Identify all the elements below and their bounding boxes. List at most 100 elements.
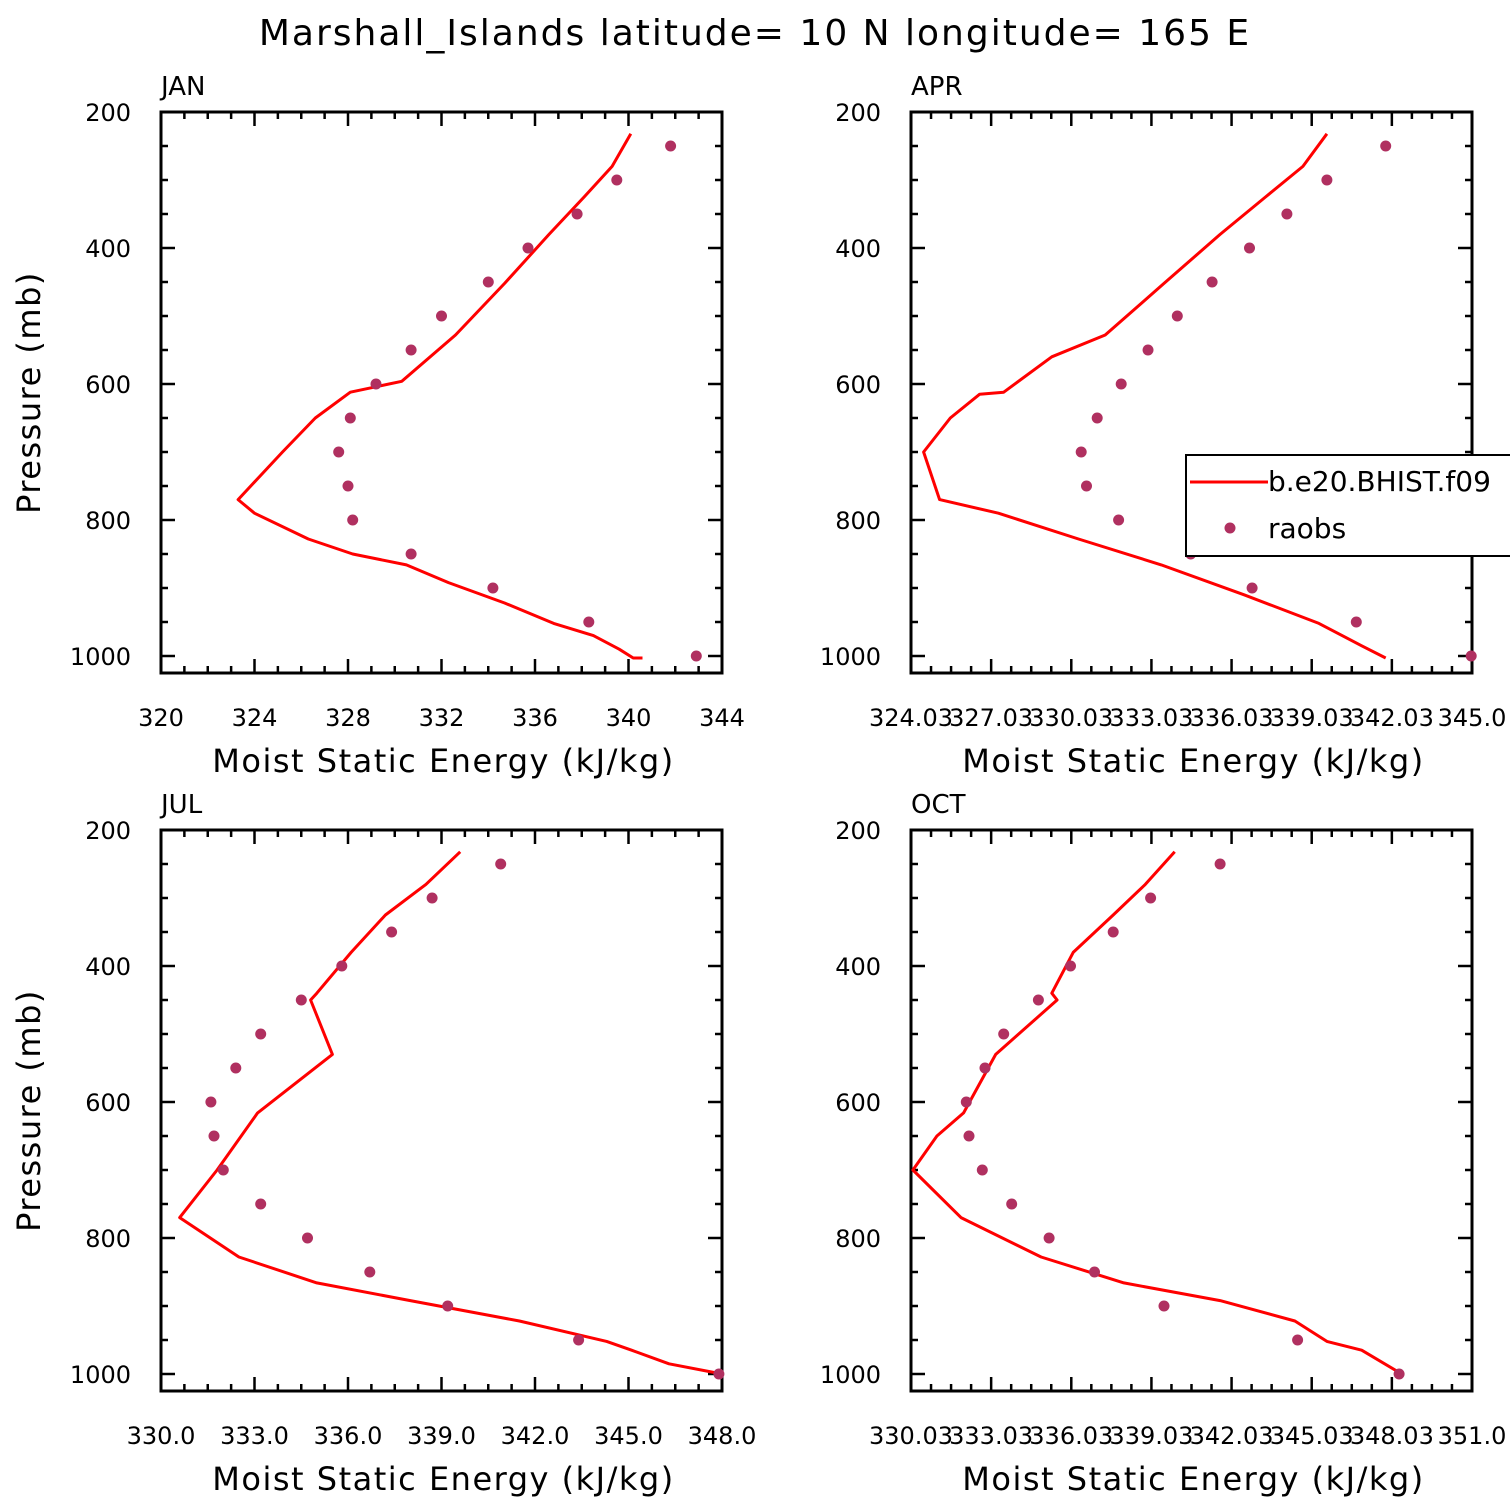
model-profile-line xyxy=(236,133,643,660)
raobs-point xyxy=(482,276,494,288)
y-tick-label: 1000 xyxy=(820,1361,881,1389)
raobs-point xyxy=(976,1164,988,1176)
model-profile-line xyxy=(922,132,1387,660)
x-tick-label: 339.03 xyxy=(1109,1422,1193,1450)
raobs-point xyxy=(960,1096,972,1108)
y-tick-label: 200 xyxy=(835,99,881,127)
raobs-point xyxy=(342,480,354,492)
y-tick-label: 600 xyxy=(835,371,881,399)
raobs-point xyxy=(1075,446,1087,458)
x-tick-label: 345.0 xyxy=(1438,704,1507,732)
raobs-point xyxy=(1281,208,1293,220)
x-tick-label: 333.03 xyxy=(949,1422,1033,1450)
x-tick-label: 330.0 xyxy=(127,1422,196,1450)
raobs-point xyxy=(1393,1368,1405,1380)
raobs-point xyxy=(1091,412,1103,424)
raobs-point xyxy=(386,926,398,938)
x-tick-label: 342.03 xyxy=(1350,704,1434,732)
x-tick-label: 336.0 xyxy=(314,1422,383,1450)
panel-apr: APR324.03327.03330.03333.03336.03339.033… xyxy=(820,72,1506,780)
legend-obs-swatch xyxy=(1224,522,1236,534)
y-tick-label: 1000 xyxy=(70,1361,131,1389)
legend-model-label: b.e20.BHIST.f09 xyxy=(1268,465,1491,498)
x-axis-title: Moist Static Energy (kJ/kg) xyxy=(962,742,1424,780)
x-tick-label: 336 xyxy=(512,704,558,732)
raobs-point xyxy=(1206,276,1218,288)
raobs-point xyxy=(1292,1334,1304,1346)
raobs-point xyxy=(347,514,359,526)
y-tick-label: 400 xyxy=(85,235,131,263)
panel-jul: JUL 330.0 333.0 336.0 339.0 342.0 345.0 348.0 20… xyxy=(10,790,756,1498)
raobs-point xyxy=(1006,1198,1018,1210)
raobs-point xyxy=(1043,1232,1055,1244)
plot-frame xyxy=(159,110,724,675)
raobs-point xyxy=(1115,378,1127,390)
y-tick-label: 200 xyxy=(835,817,881,845)
x-tick-label: 348.0 xyxy=(688,1422,757,1450)
y-tick-label: 800 xyxy=(835,1225,881,1253)
raobs-point xyxy=(690,650,702,662)
raobs-point xyxy=(571,208,583,220)
raobs-point xyxy=(583,616,595,628)
raobs-point xyxy=(426,892,438,904)
raobs-point xyxy=(1171,310,1183,322)
y-tick-label: 600 xyxy=(835,1089,881,1117)
x-tick-label: 320 xyxy=(138,704,184,732)
raobs-point xyxy=(713,1368,725,1380)
y-tick-label: 800 xyxy=(835,507,881,535)
x-tick-label: 333.0 xyxy=(220,1422,289,1450)
raobs-point xyxy=(295,994,307,1006)
y-tick-label: 600 xyxy=(85,371,131,399)
raobs-point xyxy=(1107,926,1119,938)
raobs-point xyxy=(1032,994,1044,1006)
raobs-point xyxy=(344,412,356,424)
raobs-point xyxy=(442,1300,454,1312)
y-tick-label: 200 xyxy=(85,99,131,127)
raobs-point xyxy=(370,378,382,390)
x-tick-label: 330.03 xyxy=(869,1422,953,1450)
raobs-point xyxy=(495,858,507,870)
y-tick-label: 1000 xyxy=(820,643,881,671)
raobs-point xyxy=(405,344,417,356)
y-tick-label: 400 xyxy=(835,235,881,263)
x-tick-label: 340 xyxy=(606,704,652,732)
raobs-point xyxy=(1113,514,1125,526)
panel-label: APR xyxy=(911,72,963,102)
y-tick-label: 1000 xyxy=(70,643,131,671)
x-tick-label: 345.03 xyxy=(1270,1422,1354,1450)
x-tick-label: 324.03 xyxy=(869,704,953,732)
raobs-point xyxy=(1089,1266,1100,1278)
raobs-point xyxy=(1350,616,1362,628)
raobs-point xyxy=(487,582,499,594)
raobs-point xyxy=(522,242,534,254)
y-tick-label: 400 xyxy=(85,953,131,981)
x-tick-label: 344 xyxy=(699,704,745,732)
panel-jan: JAN 320 324 328 332 336 340 344 200 400 600 800 1000… xyxy=(10,72,745,780)
x-tick-label: 330.03 xyxy=(1029,704,1113,732)
plot-frame xyxy=(909,828,1474,1393)
x-tick-label: 333.03 xyxy=(1109,704,1193,732)
raobs-point xyxy=(979,1062,991,1074)
raobs-point xyxy=(333,446,345,458)
raobs-point xyxy=(1142,344,1154,356)
y-axis-title: Pressure (mb) xyxy=(10,989,48,1232)
x-tick-label: 339.03 xyxy=(1270,704,1354,732)
raobs-point xyxy=(302,1232,313,1244)
x-tick-label: 327.03 xyxy=(949,704,1033,732)
raobs-point xyxy=(1214,858,1226,870)
raobs-point xyxy=(364,1266,376,1278)
raobs-point xyxy=(230,1062,242,1074)
raobs-point xyxy=(998,1028,1010,1040)
raobs-point xyxy=(405,548,417,560)
raobs-point xyxy=(205,1096,217,1108)
x-tick-label: 342.0 xyxy=(501,1422,570,1450)
raobs-point xyxy=(255,1198,267,1210)
panel-label: JAN xyxy=(159,72,205,102)
y-tick-label: 800 xyxy=(85,1225,131,1253)
x-tick-label: 351.0 xyxy=(1438,1422,1507,1450)
y-tick-label: 800 xyxy=(85,507,131,535)
panels: JAN 320 324 328 332 336 340 344 200 400 600 800 1000… xyxy=(10,72,1506,1498)
raobs-point xyxy=(208,1130,220,1142)
y-tick-label: 600 xyxy=(85,1089,131,1117)
panel-label: JUL xyxy=(159,790,203,820)
